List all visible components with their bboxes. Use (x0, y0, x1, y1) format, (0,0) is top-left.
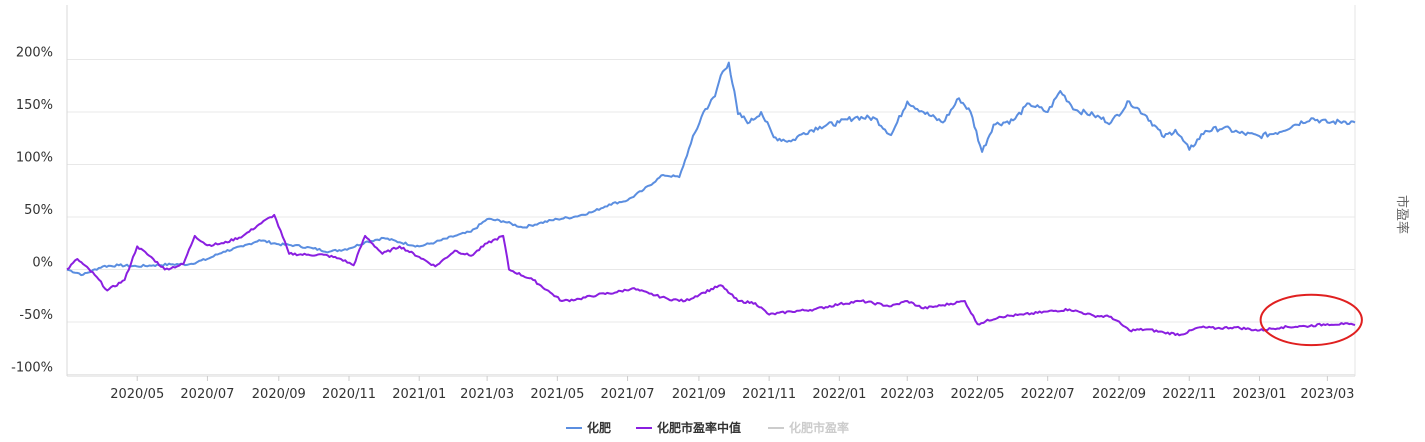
y-tick-label: -100% (11, 361, 53, 376)
x-tick-label: 2022/09 (1092, 387, 1146, 402)
x-tick-label: 2020/11 (322, 387, 376, 402)
x-tick-label: 2023/01 (1232, 387, 1286, 402)
axis-layer (66, 5, 1356, 381)
x-tick-label: 2021/01 (392, 387, 446, 402)
x-tick-label: 2020/05 (110, 387, 164, 402)
x-tick-label: 2021/03 (460, 387, 514, 402)
legend-label: 化肥 (587, 420, 611, 435)
legend-label: 化肥市盈率 (789, 420, 849, 435)
x-tick-label: 2021/11 (742, 387, 796, 402)
x-tick-label: 2020/09 (252, 387, 306, 402)
right-axis-label: 市盈率 (1394, 195, 1410, 234)
x-tick-label: 2021/07 (601, 387, 655, 402)
series-line (66, 61, 1356, 277)
y-tick-label: 0% (32, 256, 53, 271)
grid-layer (67, 59, 1355, 375)
x-tick-label: 2021/05 (530, 387, 584, 402)
x-tick-label: 2022/11 (1162, 387, 1216, 402)
x-tick-label: 2020/07 (180, 387, 234, 402)
y-tick-label: 150% (16, 98, 53, 113)
x-tick-label: 2022/05 (950, 387, 1004, 402)
y-tick-label: 200% (16, 46, 53, 61)
series-layer (66, 61, 1356, 337)
legend: 化肥 化肥市盈率中值 化肥市盈率 (566, 420, 849, 435)
annotation-layer (1259, 293, 1363, 347)
series-line (66, 213, 1356, 337)
x-tick-label: 2022/03 (880, 387, 934, 402)
legend-label: 化肥市盈率中值 (657, 420, 741, 435)
y-tick-label: -50% (19, 308, 53, 323)
highlight-ellipse (1259, 293, 1363, 347)
x-tick-labels: 2020/05 2020/07 2020/09 2020/11 2021/01 2021/… (110, 387, 1354, 402)
x-tick-label: 2022/01 (812, 387, 866, 402)
x-tick-label: 2023/03 (1300, 387, 1354, 402)
y-tick-label: 50% (24, 203, 53, 218)
x-tick-label: 2021/09 (672, 387, 726, 402)
x-tick-label: 2022/07 (1021, 387, 1075, 402)
y-tick-labels: -100% -50% 0% 50% 100% 150% 200% (11, 46, 53, 376)
y-tick-label: 100% (16, 151, 53, 166)
